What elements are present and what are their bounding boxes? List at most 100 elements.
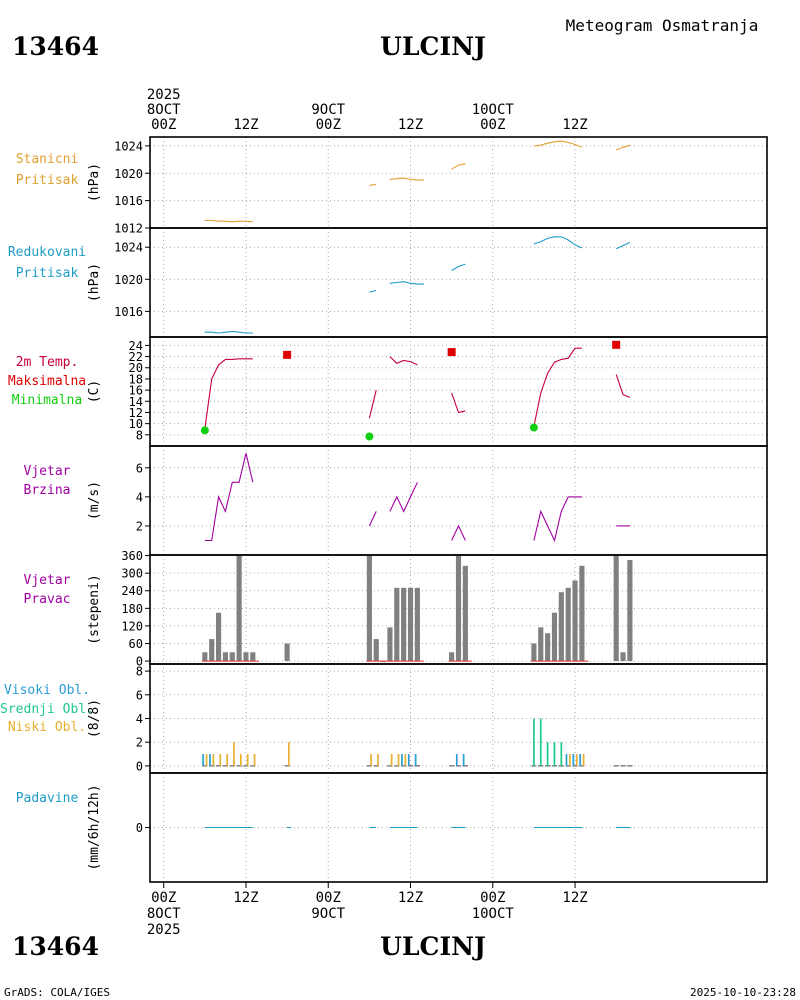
clouds-low_cloud-bar bbox=[390, 754, 393, 766]
temperature-frame bbox=[149, 336, 768, 447]
top-time-label: 10OCT bbox=[472, 102, 515, 118]
wind_dir-bar bbox=[538, 627, 544, 662]
wind_speed-ytick-label: 4 bbox=[136, 490, 143, 504]
wind_speed-series-line bbox=[368, 511, 377, 527]
clouds-high_cloud-bar bbox=[579, 754, 582, 766]
top-time-label: 12Z bbox=[398, 117, 423, 133]
wind_dir-bar bbox=[579, 565, 585, 662]
reduced_pressure-series-line bbox=[369, 289, 377, 293]
panel-station_pressure: 1012 1016 1020 1024 (hPa) Stanicni Pritisak bbox=[16, 136, 768, 236]
wind_speed-series-line bbox=[533, 496, 582, 543]
panels-layer: 1012101610201024(hPa)StanicniPritisak101… bbox=[0, 136, 768, 883]
clouds-low_cloud-bar bbox=[569, 754, 571, 766]
clouds-low_cloud-bar bbox=[253, 754, 256, 766]
clouds-low_cloud-bar bbox=[212, 754, 215, 766]
clouds-mid_cloud-bar bbox=[553, 742, 556, 766]
clouds-low_cloud-bar bbox=[239, 754, 242, 766]
wind_dir-bar bbox=[209, 639, 215, 662]
bottom-time-label: 2025 bbox=[147, 922, 181, 938]
bottom-time-label: 10OCT bbox=[472, 906, 515, 922]
wind_dir-label: Pravac bbox=[24, 592, 71, 607]
station_pressure-ytick-label: 1024 bbox=[114, 139, 143, 153]
wind_dir-bar bbox=[202, 652, 208, 662]
clouds-mid_cloud-bar bbox=[539, 718, 542, 766]
station_pressure-frame bbox=[149, 136, 768, 229]
wind_dir-bar bbox=[215, 612, 222, 662]
temperature-label: Minimalna bbox=[12, 393, 82, 408]
wind_speed-frame bbox=[149, 445, 768, 556]
temperature-ytick-label: 8 bbox=[136, 428, 143, 442]
bottom-time-label: 12Z bbox=[233, 890, 258, 906]
temperature-series-line bbox=[204, 358, 253, 430]
wind_dir-bar bbox=[394, 587, 400, 662]
top-time-label: 2025 bbox=[147, 87, 181, 103]
clouds-low_cloud-bar bbox=[287, 742, 290, 766]
reduced_pressure-series-line bbox=[389, 281, 425, 285]
reduced_pressure-unit: (hPa) bbox=[87, 263, 102, 302]
temperature-max-marker bbox=[283, 350, 292, 359]
temperature-series-line bbox=[451, 392, 466, 414]
wind_dir-label: Vjetar bbox=[24, 573, 71, 588]
reduced_pressure-frame bbox=[149, 227, 768, 338]
clouds-low_cloud-bar bbox=[246, 754, 249, 766]
wind_dir-ytick-label: 300 bbox=[121, 567, 143, 581]
clouds-high_cloud-bar bbox=[455, 754, 458, 766]
wind_dir-bar bbox=[229, 652, 235, 662]
panel-precip: 0 (mm/6h/12h) Padavine bbox=[16, 772, 768, 883]
wind_dir-bar bbox=[222, 652, 228, 662]
clouds-low_cloud-bar bbox=[397, 754, 400, 766]
wind_speed-series-line bbox=[451, 524, 466, 541]
clouds-ytick-label: 2 bbox=[136, 736, 143, 750]
clouds-high_cloud-bar bbox=[572, 754, 575, 766]
panel-wind_dir: 0 60 120 180 240 300 360 (stepeni) Vjetar Pravac bbox=[24, 549, 768, 669]
clouds-ytick-label: 6 bbox=[136, 688, 143, 702]
clouds-high_cloud-bar bbox=[202, 754, 204, 766]
wind_speed-label: Brzina bbox=[24, 483, 71, 498]
station_pressure-series-line bbox=[369, 183, 377, 187]
station_pressure-label: Pritisak bbox=[16, 173, 79, 188]
station_pressure-ytick-label: 1020 bbox=[114, 167, 143, 181]
precip-label: Padavine bbox=[16, 791, 79, 806]
wind_speed-ytick-label: 2 bbox=[136, 519, 143, 533]
clouds-high_cloud-bar bbox=[414, 754, 417, 766]
wind_dir-bar bbox=[531, 643, 537, 662]
wind_dir-bar bbox=[366, 555, 372, 662]
wind_dir-bar bbox=[407, 587, 414, 662]
wind_dir-bar bbox=[414, 587, 420, 662]
temperature-series-line bbox=[615, 374, 631, 398]
top-time-label: 9OCT bbox=[311, 102, 345, 118]
reduced_pressure-ytick-label: 1016 bbox=[114, 305, 143, 319]
clouds-high_cloud-bar bbox=[407, 754, 410, 766]
bottom-time-label: 12Z bbox=[562, 890, 587, 906]
station_pressure-ytick-label: 1012 bbox=[114, 222, 143, 236]
top-time-label: 8OCT bbox=[147, 102, 181, 118]
temperature-ytick-label: 16 bbox=[129, 384, 143, 398]
wind_dir-ytick-label: 0 bbox=[136, 655, 143, 669]
wind_dir-bar bbox=[284, 643, 290, 662]
temperature-series-line bbox=[368, 389, 377, 419]
top-time-label: 00Z bbox=[480, 117, 505, 133]
temperature-series-line bbox=[533, 347, 582, 427]
wind_dir-ytick-label: 180 bbox=[121, 602, 143, 616]
wind_dir-ytick-label: 240 bbox=[121, 584, 143, 598]
wind_dir-bar bbox=[387, 627, 393, 662]
wind_dir-ytick-label: 120 bbox=[121, 619, 143, 633]
panel-wind_speed: 2 4 6 (m/s) Vjetar Brzina bbox=[24, 445, 768, 556]
panel-reduced_pressure: 1016 1020 1024 (hPa)Redukovani Pritisak bbox=[8, 227, 768, 338]
temperature-ytick-label: 12 bbox=[129, 406, 143, 420]
wind_dir-bar bbox=[401, 587, 407, 662]
temperature-label: Maksimalna bbox=[8, 374, 86, 389]
reduced_pressure-series-line bbox=[204, 330, 253, 334]
bottom-time-label: 00Z bbox=[316, 890, 341, 906]
temperature-ytick-label: 24 bbox=[129, 339, 143, 353]
station_pressure-series-line bbox=[204, 219, 253, 223]
station-id-top: 13464 bbox=[12, 32, 99, 61]
reduced_pressure-label: Pritisak bbox=[16, 266, 79, 281]
reduced_pressure-ytick-label: 1024 bbox=[114, 241, 143, 255]
wind_speed-unit: (m/s) bbox=[87, 481, 102, 520]
wind_dir-bar bbox=[545, 633, 551, 662]
temperature-series-line bbox=[389, 356, 418, 366]
reduced_pressure-ytick-label: 1020 bbox=[114, 273, 143, 287]
clouds-low_cloud-bar bbox=[404, 754, 407, 766]
